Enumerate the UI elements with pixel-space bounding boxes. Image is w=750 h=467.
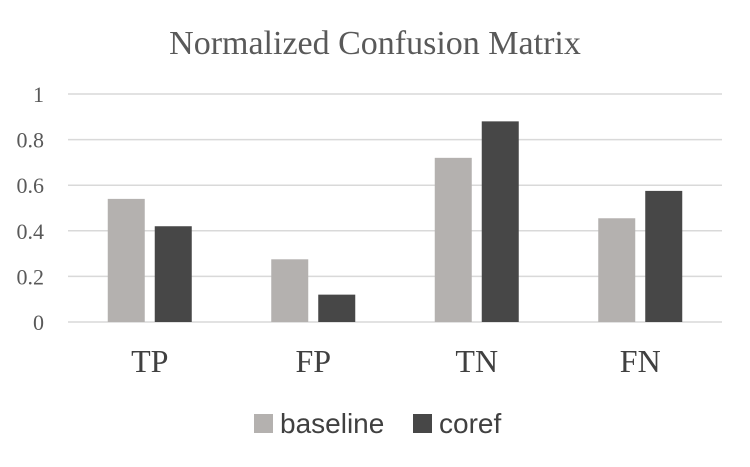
y-tick-label: 0.4 [17, 219, 45, 244]
legend-label-coref: coref [439, 408, 501, 439]
legend-label-baseline: baseline [280, 408, 384, 439]
x-tick-label: TN [455, 343, 498, 379]
legend-swatch-baseline [254, 414, 273, 433]
y-tick-label: 0.2 [17, 264, 45, 289]
bar-baseline-TP [107, 198, 145, 322]
bar-baseline-TN [434, 157, 472, 322]
bar-coref-TP [154, 226, 192, 322]
y-tick-label: 1 [33, 82, 44, 107]
y-tick-label: 0.6 [17, 173, 45, 198]
chart-title: Normalized Confusion Matrix [169, 25, 581, 62]
legend: baseline coref [254, 408, 501, 439]
x-axis-ticks: TP FP TN FN [131, 343, 661, 379]
bar-coref-FN [645, 190, 683, 322]
x-tick-label: FN [620, 343, 661, 379]
bars [107, 121, 683, 322]
x-tick-label: TP [131, 343, 168, 379]
x-tick-label: FP [295, 343, 331, 379]
legend-swatch-coref [413, 414, 432, 433]
bar-coref-FP [318, 294, 356, 322]
bar-baseline-FN [598, 218, 636, 322]
bar-baseline-FP [271, 259, 309, 322]
y-axis-ticks: 0 0.2 0.4 0.6 0.8 1 [17, 82, 45, 335]
y-tick-label: 0.8 [17, 128, 45, 153]
bar-coref-TN [481, 121, 519, 322]
y-tick-label: 0 [33, 310, 44, 335]
